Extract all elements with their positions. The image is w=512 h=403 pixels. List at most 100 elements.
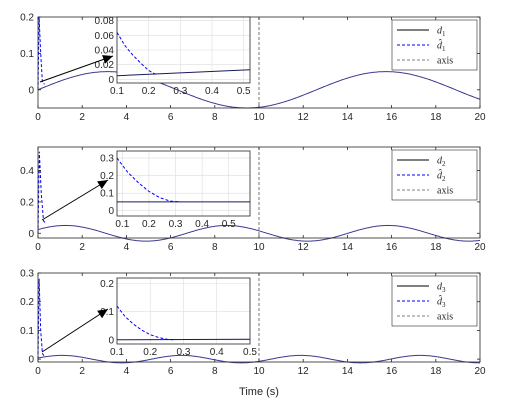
inset-x-tick-label: 0.5	[222, 219, 236, 230]
x-tick-label: 8	[212, 366, 218, 377]
x-tick-label: 2	[79, 366, 85, 377]
legend-box	[391, 149, 478, 201]
legend-label: d̂2	[437, 168, 446, 183]
x-tick-label: 12	[298, 112, 310, 123]
x-tick-label: 16	[386, 242, 398, 253]
x-tick-label: 10	[253, 242, 265, 253]
x-tick-label: 6	[168, 112, 174, 123]
y-tick-label: 0	[28, 85, 34, 96]
inset-y-tick-label: 0.06	[95, 31, 115, 42]
x-tick-label: 0	[35, 242, 41, 253]
x-tick-label: 4	[124, 242, 130, 253]
legend-box	[391, 19, 478, 71]
inset-x-tick-label: 0.5	[237, 86, 251, 97]
y-tick-label: 0.2	[20, 297, 34, 308]
inset-x-tick-label: 0.3	[169, 219, 183, 230]
inset-y-tick-label: 0.1	[100, 307, 114, 318]
zoom-arrow	[41, 308, 109, 353]
x-tick-label: 18	[430, 242, 442, 253]
inset-bg	[117, 151, 250, 216]
inset-3: 0.1 0.2 0.3 0.4 0.500.10.2	[100, 277, 257, 358]
series-d2-hat-spike	[37, 151, 47, 234]
legend-label: d3	[437, 282, 446, 295]
legend-label: d1	[437, 26, 446, 39]
inset-series-d3	[116, 338, 251, 341]
x-tick-label: 6	[168, 242, 174, 253]
inset-x-tick-label: 0.3	[177, 347, 191, 358]
y-tick-label: 0	[28, 229, 34, 240]
inset-y-tick-label: 0	[108, 75, 114, 86]
x-tick-label: 8	[212, 242, 218, 253]
x-tick-label: 0	[35, 112, 41, 123]
y-tick-label: 0.2	[20, 13, 34, 24]
inset-series-d1-hat	[116, 32, 157, 76]
inset-y-tick-label: 0.08	[95, 16, 115, 27]
inset-box	[116, 16, 251, 84]
inset-box	[116, 150, 251, 217]
inset-series-d2-hat	[116, 157, 181, 203]
legend-box	[391, 275, 478, 327]
inset-x-tick-label: 0.2	[142, 86, 156, 97]
legend: d2d̂2 axis	[391, 149, 478, 201]
x-tick-label: 16	[386, 112, 398, 123]
inset-x-tick-label: 0.5	[243, 347, 257, 358]
y-tick-label: 0.1	[20, 49, 34, 60]
x-tick-label: 16	[386, 366, 398, 377]
zoom-arrow	[39, 55, 114, 83]
x-tick-label: 18	[430, 366, 442, 377]
inset-y-tick-label: 0	[108, 206, 114, 217]
y-tick-label: 0.1	[20, 326, 34, 337]
inset-y-tick-label: 0	[108, 335, 114, 346]
legend: d3d̂3 axis	[391, 275, 478, 327]
y-tick-label: 0.2	[20, 197, 34, 208]
inset-y-tick-label: 0.1	[100, 189, 114, 200]
inset-x-tick-label: 0.1	[110, 86, 124, 97]
x-tick-label: 10	[253, 112, 265, 123]
inset-x-tick-label: 0.4	[210, 347, 224, 358]
inset-x-tick-label: 0.2	[142, 219, 156, 230]
inset-1: 0.1 0.2 0.3 0.4 0.5 0 0.02 0.04 0.06 0.08	[95, 16, 252, 97]
zoom-arrow-head	[102, 55, 113, 64]
legend: d1d̂1 axis	[391, 19, 478, 71]
x-tick-label: 4	[124, 366, 130, 377]
y-tick-label: 0.4	[20, 166, 34, 177]
x-tick-label: 4	[124, 112, 130, 123]
x-tick-label: 14	[342, 112, 354, 123]
series-d2	[37, 224, 481, 242]
x-tick-label: 14	[342, 242, 354, 253]
inset-series-d1	[116, 69, 251, 77]
x-axis-label: Time (s)	[239, 386, 279, 398]
x-tick-label: 2	[79, 242, 85, 253]
panel-2: 0 2 4 6 8 10 12 14 16 18 20 0 0.2 0.4 0.1 0.2 0.3 0.4 0.5 0…	[20, 146, 486, 253]
zoom-arrow-head	[97, 180, 108, 190]
inset-y-tick-label: 0.02	[95, 60, 115, 71]
inset-x-tick-label: 0.4	[195, 219, 209, 230]
x-tick-label: 10	[253, 366, 265, 377]
inset-y-tick-label: 0.2	[100, 171, 114, 182]
inset-2: 0.1 0.2 0.3 0.4 0.500.10.20.3	[100, 150, 251, 230]
inset-box	[116, 277, 251, 345]
legend-label: d2	[437, 156, 446, 169]
inset-x-tick-label: 0.2	[143, 347, 157, 358]
zoom-arrow-head	[97, 309, 108, 319]
inset-y-tick-label: 0.04	[95, 46, 115, 57]
x-tick-label: 20	[474, 366, 486, 377]
x-tick-label: 20	[474, 242, 486, 253]
x-tick-label: 12	[298, 366, 310, 377]
inset-y-tick-label: 0.2	[100, 279, 114, 290]
zoom-arrow	[41, 179, 109, 221]
legend-label: axis	[437, 56, 453, 67]
inset-x-tick-label: 0.1	[110, 347, 124, 358]
legend-label: d̂1	[437, 38, 446, 53]
legend-label: axis	[437, 312, 453, 323]
inset-series-d3-hat	[116, 305, 174, 341]
inset-x-tick-label: 0.4	[205, 86, 219, 97]
legend-label: axis	[437, 186, 453, 197]
x-tick-label: 20	[474, 112, 486, 123]
inset-y-tick-label: 0.3	[100, 154, 114, 165]
x-tick-label: 2	[79, 112, 85, 123]
y-tick-label: 0.3	[20, 269, 34, 280]
